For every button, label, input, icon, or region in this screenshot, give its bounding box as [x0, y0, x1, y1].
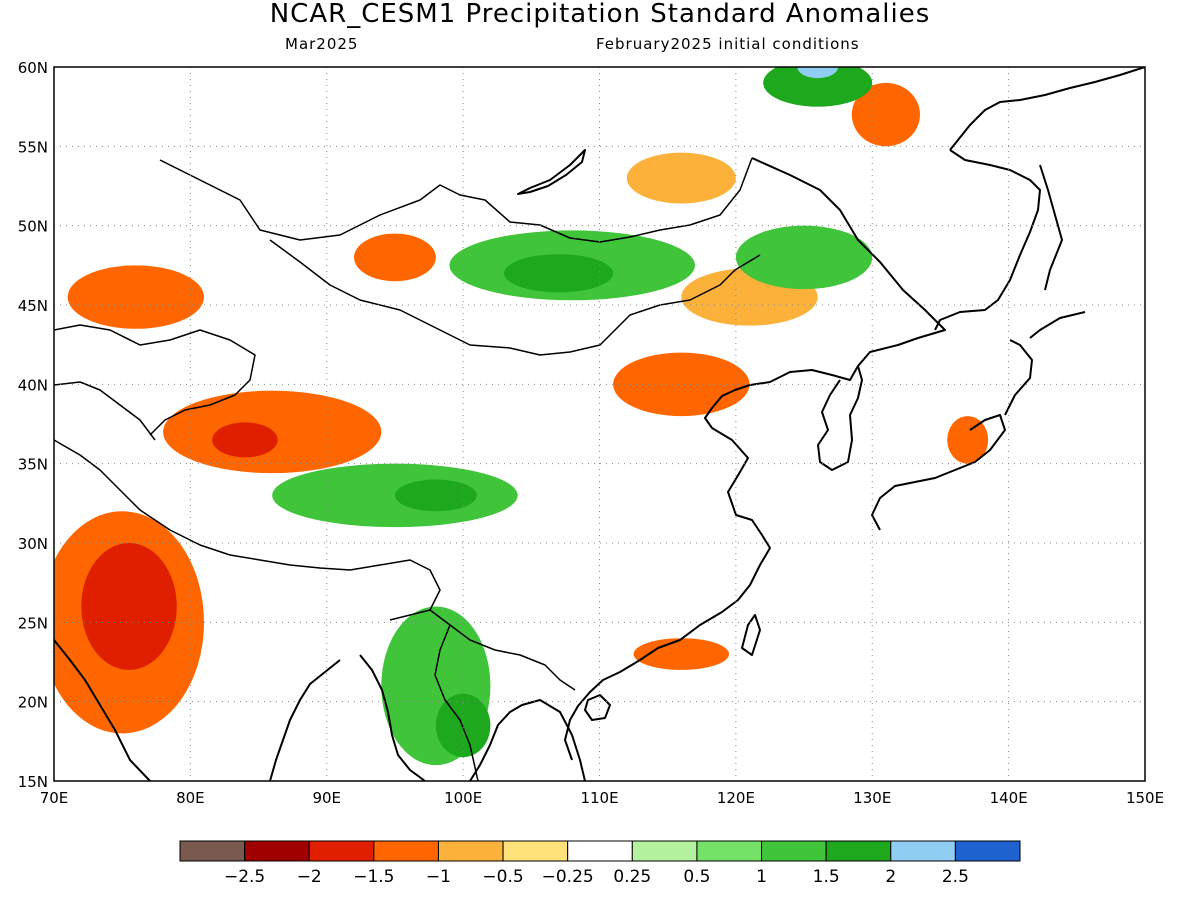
colorbar-swatch	[696, 840, 763, 862]
anomaly-siberia-north	[763, 67, 873, 107]
colorbar-swatch	[179, 840, 246, 862]
lon-tick-label: 100E	[444, 789, 482, 807]
anomaly-manchuria	[735, 225, 873, 290]
coastlines-and-borders	[54, 67, 1145, 781]
lon-tick-label: 120E	[717, 789, 755, 807]
coastline-korea	[817, 365, 863, 471]
border-russia-china	[159, 157, 753, 243]
anomaly-fields	[54, 67, 989, 766]
colorbar-label: −2.5	[224, 867, 265, 887]
coastline-japan	[871, 311, 1086, 531]
anomaly-tibet-west-core	[212, 422, 278, 458]
border-mongolia-china	[269, 239, 761, 356]
lat-tick-label: 15N	[18, 773, 48, 791]
colorbar-swatch	[373, 840, 439, 862]
lat-tick-label: 60N	[18, 59, 48, 77]
colorbar-label: −0.25	[542, 867, 594, 887]
lat-tick-label: 55N	[18, 138, 48, 156]
lat-tick-label: 45N	[18, 297, 48, 315]
coastline-okhotsk	[934, 149, 1041, 331]
anomaly-thailand-core	[435, 693, 491, 758]
colorbar-swatch	[308, 840, 375, 862]
lon-tick-label: 90E	[312, 789, 341, 807]
anomaly-baikal-south	[626, 152, 736, 204]
map-title: NCAR_CESM1 Precipitation Standard Anomal…	[269, 0, 931, 29]
anomaly-mongolia-central-core	[504, 254, 614, 293]
lon-tick-label: 80E	[176, 789, 205, 807]
colorbar-label: 2.5	[942, 867, 969, 887]
colorbar-label: 1.5	[813, 867, 840, 887]
colorbar-swatch	[890, 840, 956, 862]
anomaly-india-west-core	[81, 543, 177, 670]
initial-conditions: February2025 initial conditions	[596, 35, 860, 53]
colorbar-label: −1	[426, 867, 451, 887]
lat-tick-label: 30N	[18, 535, 48, 553]
anomaly-tibet-central-core	[394, 479, 477, 512]
colorbar-label: 2	[885, 867, 896, 887]
border-central-asia	[54, 324, 256, 441]
coastline-hainan	[584, 694, 611, 721]
lon-tick-label: 140E	[990, 789, 1028, 807]
border-south-asia	[54, 439, 441, 621]
colorbar-label: 0.25	[613, 867, 651, 887]
lon-tick-label: 70E	[40, 789, 69, 807]
anomaly-siberia-north-peak	[797, 67, 839, 79]
coastline-taiwan	[741, 614, 761, 656]
coastline-indochina	[359, 654, 586, 781]
colorbar-swatch	[567, 840, 633, 862]
lake-baikal	[517, 149, 586, 195]
axis-labels: 70E 80E 90E 100E 110E 120E 130E 140E 150E 60N 55N 5…	[18, 59, 1164, 807]
lat-tick-label: 20N	[18, 694, 48, 712]
lat-tick-label: 40N	[18, 376, 48, 394]
colorbar-label: 0.5	[683, 867, 710, 887]
colorbar-label: −2	[297, 867, 322, 887]
anomaly-kazakh-east	[354, 233, 436, 282]
colorbar-label: −0.5	[482, 867, 523, 887]
colorbar-swatch	[502, 840, 569, 862]
coastline-india	[54, 639, 341, 781]
lon-tick-label: 130E	[853, 789, 891, 807]
anomaly-central-asia-north	[67, 265, 205, 329]
colorbar-label: −1.5	[353, 867, 394, 887]
colorbar-swatch	[761, 840, 827, 862]
lon-tick-label: 110E	[580, 789, 618, 807]
colorbar-label: 1	[756, 867, 767, 887]
colorbar-swatch	[437, 840, 504, 862]
map-frame	[53, 66, 1146, 782]
coastline-sakhalin-kamchatka	[949, 67, 1145, 291]
lat-tick-label: 25N	[18, 614, 48, 632]
colorbar-swatch	[631, 840, 698, 862]
lon-tick-label: 150E	[1126, 789, 1164, 807]
colorbar: −2.5 −2 −1.5 −1 −0.5 −0.25 0.25 0.5 1 1.5 2 2.5	[179, 840, 1021, 887]
anomaly-north-china	[613, 352, 750, 417]
colorbar-swatch	[825, 840, 892, 862]
colorbar-swatch	[954, 840, 1021, 862]
lat-tick-label: 50N	[18, 218, 48, 236]
forecast-month: Mar2025	[285, 35, 359, 53]
colorbar-swatch	[244, 840, 310, 862]
anomaly-south-china-coast	[633, 638, 730, 670]
anomaly-siberia-east	[851, 82, 920, 147]
anomaly-japan-honshu	[947, 416, 989, 464]
lat-lon-grid	[54, 67, 1145, 781]
border-indochina	[429, 609, 576, 781]
lat-tick-label: 35N	[18, 456, 48, 474]
